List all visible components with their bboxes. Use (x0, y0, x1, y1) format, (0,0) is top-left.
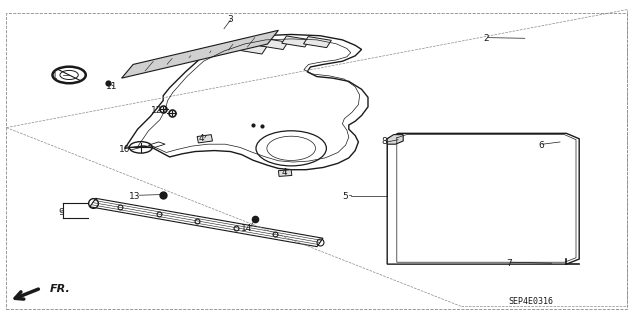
Polygon shape (282, 36, 310, 47)
Text: 4: 4 (199, 134, 204, 143)
Text: 5: 5 (343, 192, 348, 201)
Text: FR.: FR. (49, 284, 70, 294)
Text: 9: 9 (58, 208, 63, 217)
Polygon shape (239, 43, 267, 54)
Text: 10: 10 (119, 145, 131, 154)
Text: 7: 7 (506, 259, 511, 268)
Text: SEP4E0316: SEP4E0316 (509, 297, 554, 306)
Text: 13: 13 (129, 192, 140, 201)
Text: 14: 14 (241, 224, 252, 233)
Polygon shape (122, 30, 278, 78)
Text: 6: 6 (538, 141, 543, 150)
Text: 2: 2 (484, 34, 489, 43)
Polygon shape (197, 135, 212, 143)
Text: 4: 4 (282, 168, 287, 177)
Text: 1: 1 (52, 72, 57, 81)
Polygon shape (260, 39, 288, 49)
Polygon shape (278, 170, 292, 176)
Text: 8: 8 (381, 137, 387, 146)
Text: 12: 12 (151, 106, 163, 115)
Polygon shape (387, 135, 403, 144)
Text: 3: 3 (228, 15, 233, 24)
Text: 11: 11 (106, 82, 118, 91)
Polygon shape (303, 37, 332, 48)
